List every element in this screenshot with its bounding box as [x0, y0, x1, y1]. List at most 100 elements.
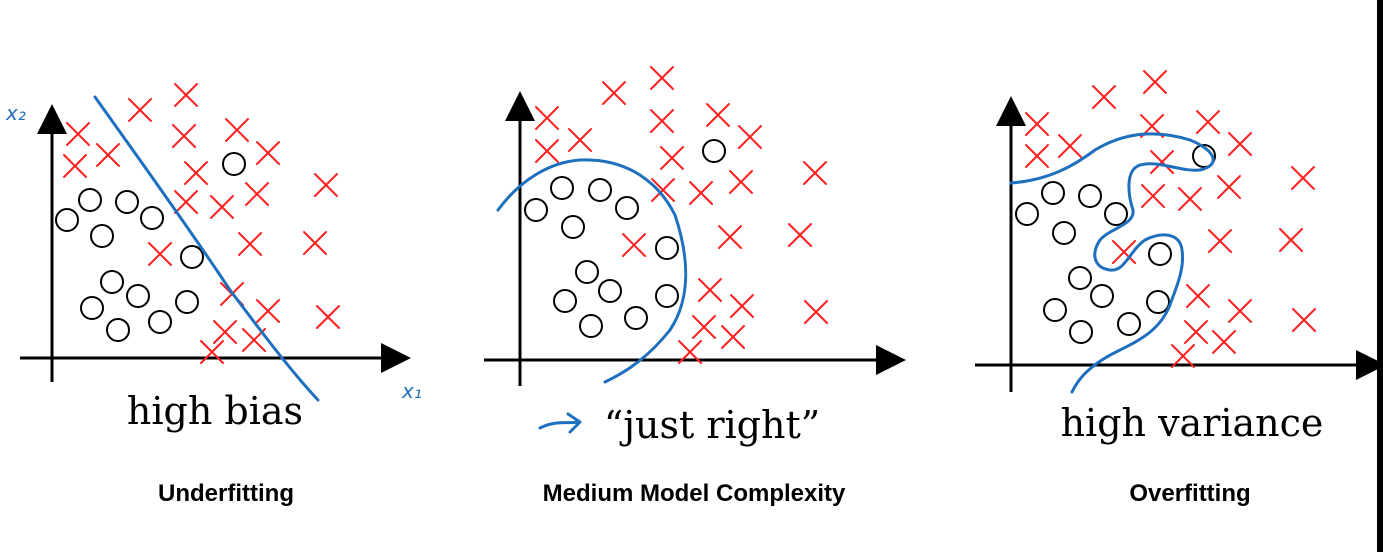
cross-marker [535, 106, 559, 130]
circle-marker [588, 178, 612, 202]
class-x-points [63, 83, 340, 364]
circle-marker [115, 190, 139, 214]
circle-marker [524, 198, 548, 222]
panel-caption: high bias [127, 389, 303, 433]
circle-marker [553, 289, 577, 313]
cross-marker [1178, 187, 1202, 211]
circle-marker [126, 284, 150, 308]
cross-marker [721, 325, 745, 349]
cross-marker [535, 139, 559, 163]
x-axis-label: x₁ [401, 379, 422, 403]
cross-marker [602, 81, 626, 105]
cross-marker [804, 300, 828, 324]
circle-marker [1148, 242, 1172, 266]
cross-marker [1208, 229, 1232, 253]
cross-marker [729, 170, 753, 194]
class-o-points [524, 139, 726, 338]
cross-marker [303, 231, 327, 255]
cross-marker [698, 278, 722, 302]
circle-marker [140, 206, 164, 230]
cross-marker [174, 190, 198, 214]
cross-marker [1228, 299, 1252, 323]
panel-just-right: “just right” [484, 66, 906, 447]
circle-marker [1043, 298, 1067, 322]
cross-marker [172, 124, 196, 148]
cross-marker [692, 315, 716, 339]
cross-marker [1217, 175, 1241, 199]
cross-marker [738, 125, 762, 149]
circle-marker [1068, 266, 1092, 290]
circle-marker [80, 296, 104, 320]
circle-marker [180, 245, 204, 269]
cross-marker [678, 340, 702, 364]
hand-drawn-arrow-icon [538, 412, 582, 434]
cross-marker [730, 294, 754, 318]
circle-marker [100, 270, 124, 294]
cross-marker [568, 128, 592, 152]
cross-marker [256, 299, 280, 323]
cross-marker [210, 195, 234, 219]
circle-marker [1192, 144, 1216, 168]
circle-marker [222, 152, 246, 176]
cross-marker [1196, 110, 1220, 134]
decision-boundary-overfit [1009, 132, 1215, 394]
cross-marker [128, 98, 152, 122]
cross-marker [1092, 85, 1116, 109]
circle-marker [561, 215, 585, 239]
cross-marker [1143, 70, 1167, 94]
circle-marker [655, 284, 679, 308]
title-overfitting: Overfitting [1129, 480, 1251, 507]
cross-marker [174, 83, 198, 107]
title-underfitting: Underfitting [158, 480, 294, 507]
cross-marker [1186, 284, 1210, 308]
cross-marker [1058, 134, 1082, 158]
cross-marker [803, 161, 827, 185]
cross-marker [1112, 240, 1136, 264]
cross-marker [238, 232, 262, 256]
cross-marker [788, 223, 812, 247]
panel-underfitting: x₂ x₁ high bias [5, 83, 422, 433]
cross-marker [1279, 228, 1303, 252]
cross-marker [314, 173, 338, 197]
cross-marker [1212, 330, 1236, 354]
class-o-points [1015, 144, 1216, 344]
circle-marker [615, 196, 639, 220]
cross-marker [148, 242, 172, 266]
cross-marker [1025, 112, 1049, 136]
cross-marker [689, 181, 713, 205]
cross-marker [660, 146, 684, 170]
circle-marker [1069, 320, 1093, 344]
cross-marker [184, 161, 208, 185]
circle-marker [1015, 202, 1039, 226]
circle-marker [1078, 184, 1102, 208]
cross-marker [213, 320, 237, 344]
cross-marker [96, 143, 120, 167]
circle-marker [1052, 221, 1076, 245]
circle-marker [702, 139, 726, 163]
cross-marker [1171, 344, 1195, 368]
cross-marker [225, 118, 249, 142]
cross-marker [1292, 308, 1316, 332]
cross-marker [1025, 144, 1049, 168]
decision-boundary-curved [496, 158, 688, 384]
y-axis-label: x₂ [5, 101, 26, 125]
circle-marker [175, 290, 199, 314]
circle-marker [550, 176, 574, 200]
class-o-points [55, 152, 246, 342]
cross-marker [1150, 150, 1174, 174]
title-medium-model-complexity: Medium Model Complexity [542, 480, 846, 507]
circle-marker [1104, 202, 1128, 226]
cross-marker [1141, 184, 1165, 208]
class-x-points [535, 66, 828, 364]
right-edge-divider [1377, 0, 1383, 552]
cross-marker [316, 305, 340, 329]
circle-marker [579, 314, 603, 338]
cross-marker [650, 66, 674, 90]
cross-marker [256, 141, 280, 165]
cross-marker [622, 233, 646, 257]
circle-marker [624, 306, 648, 330]
cross-marker [245, 182, 269, 206]
circle-marker [575, 260, 599, 284]
circle-marker [90, 224, 114, 248]
